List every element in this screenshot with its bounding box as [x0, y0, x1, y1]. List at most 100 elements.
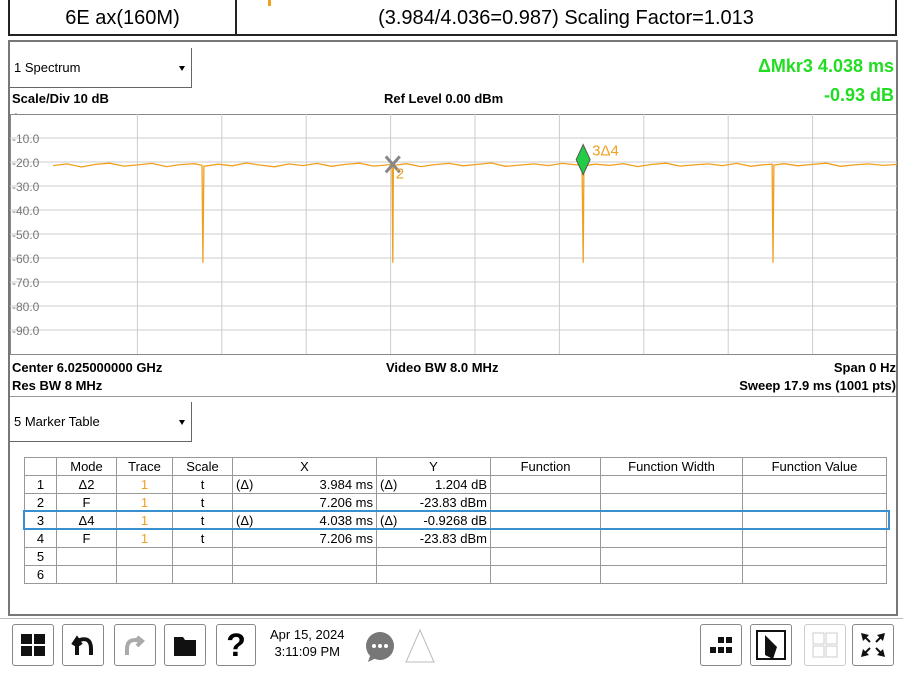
scale-cell-text: t — [200, 495, 205, 510]
chat-icon — [366, 628, 435, 663]
y-value: -23.83 dBm — [419, 495, 487, 510]
table-row: 3 Δ4 1 t (Δ) 4.038 ms (Δ) -0.9268 dB — [24, 511, 887, 530]
window-select[interactable]: 1 Spectrum — [10, 48, 192, 88]
marker-label: 2 — [396, 165, 404, 182]
function-cell — [600, 547, 743, 566]
time: 3:11:09 PM — [274, 644, 340, 659]
chat-button[interactable] — [360, 624, 435, 666]
table-row: 6 — [24, 565, 887, 584]
res-bw: Res BW 8 MHz — [12, 378, 103, 393]
x-cell: 7.206 ms — [232, 493, 377, 512]
analyzer-panel — [8, 40, 898, 616]
span: Span 0 Hz — [833, 360, 896, 375]
mode-cell: F — [56, 529, 117, 548]
top-tick — [268, 0, 271, 6]
y-cell: (Δ) 1.204 dB — [376, 475, 491, 494]
header-cell: Scale — [172, 457, 233, 476]
trace — [52, 162, 897, 263]
row-number: 6 — [24, 565, 57, 584]
function-cell — [490, 493, 601, 512]
header-cell: X — [232, 457, 377, 476]
touch-icon — [756, 630, 786, 660]
function-cell — [742, 547, 887, 566]
files-button[interactable] — [164, 624, 206, 666]
folder-icon — [174, 637, 196, 656]
grid-button[interactable] — [804, 624, 846, 666]
divider — [10, 396, 896, 397]
row-number: 1 — [24, 475, 57, 494]
clock: Apr 15, 2024 3:11:09 PM — [270, 626, 344, 660]
row-number: 5 — [24, 547, 57, 566]
function-cell — [742, 565, 887, 584]
y-cell — [376, 547, 491, 566]
y-tick-label: -40.0 — [12, 204, 40, 218]
redo-button[interactable] — [114, 624, 156, 666]
row-number-text: 2 — [36, 495, 45, 510]
x-ref: (Δ) — [236, 513, 254, 528]
table-row: 4 F 1 t 7.206 ms -23.83 dBm — [24, 529, 887, 548]
date: Apr 15, 2024 — [270, 627, 345, 642]
fullscreen-button[interactable] — [852, 624, 894, 666]
trace-cell: 1 — [116, 529, 173, 548]
header-cell: Trace — [116, 457, 173, 476]
x-ref: (Δ) — [236, 477, 254, 492]
header-info: (3.984/4.036=0.987) Scaling Factor=1.013 — [235, 0, 897, 36]
function-cell — [490, 475, 601, 494]
scale-cell — [172, 547, 233, 566]
trace-cell: 1 — [116, 475, 173, 494]
trace-cell — [116, 547, 173, 566]
y-tick-label: -90.0 — [12, 324, 40, 338]
help-button[interactable]: ? — [216, 624, 256, 666]
y-tick-label: -20.0 — [12, 156, 40, 170]
header-cell: Mode — [56, 457, 117, 476]
scale-cell-text: t — [200, 531, 205, 546]
x-value: 3.984 ms — [319, 477, 373, 492]
trace-plot: -10.0 -20.0 -30.0 -40.0 -50.0 -60.0 -70.0 -80.0… — [10, 114, 897, 355]
x-cell — [232, 565, 377, 584]
mode-cell-text: F — [82, 495, 91, 510]
marker-table: Mode Trace Scale X Y Function Function Width Fu… — [24, 457, 887, 584]
scale-cell — [172, 565, 233, 584]
row-number-text: 6 — [36, 567, 45, 582]
y-cell: -23.83 dBm — [376, 493, 491, 512]
mode-cell-text: Δ2 — [78, 477, 95, 492]
touch-button[interactable] — [750, 624, 792, 666]
scale-cell-text: t — [200, 477, 205, 492]
marker-label: 3Δ4 — [592, 143, 619, 160]
trace-cell: 1 — [116, 493, 173, 512]
taskbar — [0, 618, 903, 681]
layout-button[interactable] — [700, 624, 742, 666]
trace-cell-text: 1 — [140, 477, 149, 492]
layout-icon — [710, 637, 732, 653]
function-cell — [490, 565, 601, 584]
header-cell: Function Width — [600, 457, 743, 476]
function-cell — [600, 475, 743, 494]
row-number-text: 4 — [36, 531, 45, 546]
header-row: Mode Trace Scale X Y Function Function Width Fu… — [24, 457, 887, 476]
undo-button[interactable] — [62, 624, 104, 666]
x-value: 4.038 ms — [319, 513, 373, 528]
selected-row — [23, 510, 890, 530]
x-value: 7.206 ms — [319, 495, 373, 510]
mode-cell — [56, 547, 117, 566]
scale-cell: t — [172, 475, 233, 494]
mode-cell-text: F — [82, 531, 91, 546]
table-window-select[interactable]: 5 Marker Table — [10, 402, 192, 442]
y-tick-label: -60.0 — [12, 252, 40, 266]
marker-diamond — [575, 143, 591, 176]
marker-value: -0.93 dB — [823, 85, 894, 105]
header-cell — [24, 457, 57, 476]
row-number-text: 3 — [36, 513, 45, 528]
y-tick-label: -30.0 — [12, 180, 40, 194]
start-button[interactable] — [12, 624, 54, 666]
mode-cell-text: Δ4 — [78, 513, 95, 528]
table-row: 5 — [24, 547, 887, 566]
y-value: -0.9268 dB — [423, 513, 487, 528]
y-cell — [376, 565, 491, 584]
mode-cell: Δ2 — [56, 475, 117, 494]
y-ref: (Δ) — [380, 477, 398, 492]
center-freq: Center 6.025000000 GHz — [12, 360, 163, 375]
row-number-text: 1 — [36, 477, 45, 492]
marker-x — [384, 155, 401, 174]
